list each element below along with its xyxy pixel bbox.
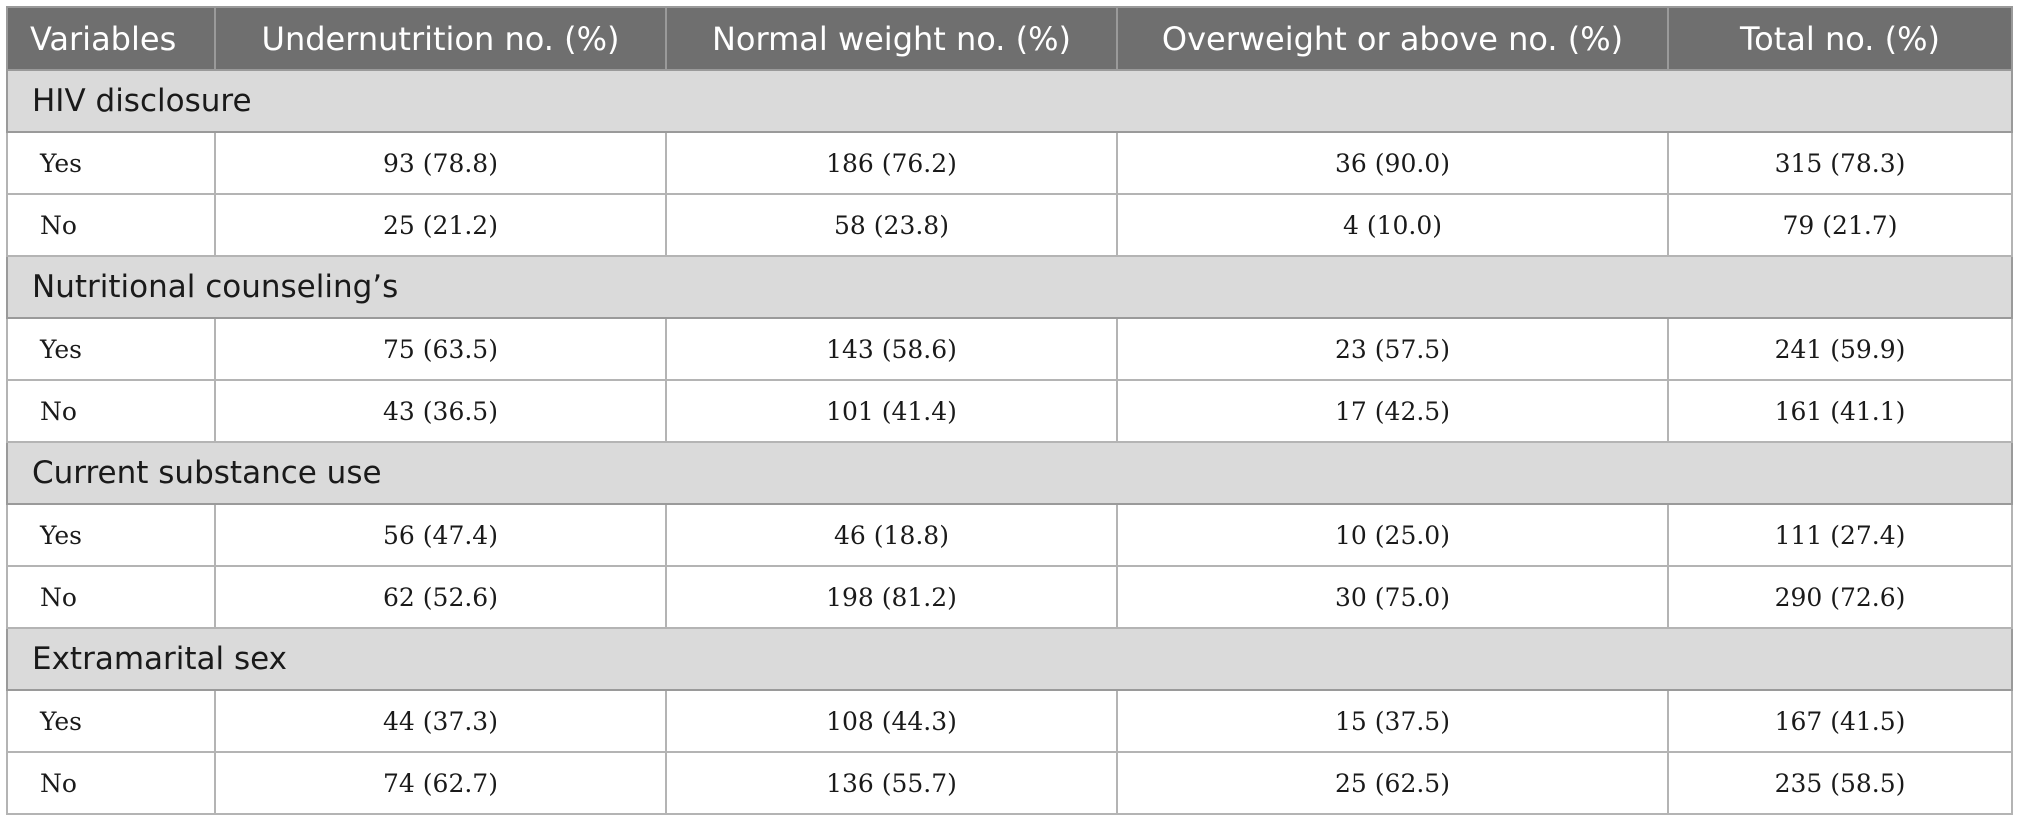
data-table: Variables Undernutrition no. (%) Normal … xyxy=(6,6,2013,815)
header-undernutrition: Undernutrition no. (%) xyxy=(214,6,667,71)
cell-normal-weight: 136 (55.7) xyxy=(665,751,1118,815)
cell-normal-weight: 46 (18.8) xyxy=(665,503,1118,567)
cell-normal-weight: 186 (76.2) xyxy=(665,131,1118,195)
cell-overweight: 10 (25.0) xyxy=(1116,503,1669,567)
section-title: Nutritional counseling’s xyxy=(6,255,2013,319)
table-row: No 62 (52.6) 198 (81.2) 30 (75.0) 290 (7… xyxy=(6,565,2013,629)
table-body: HIV disclosure Yes 93 (78.8) 186 (76.2) … xyxy=(6,69,2013,815)
row-label: No xyxy=(6,193,216,257)
cell-undernutrition: 44 (37.3) xyxy=(214,689,667,753)
row-label: Yes xyxy=(6,689,216,753)
header-variables: Variables xyxy=(6,6,216,71)
cell-overweight: 15 (37.5) xyxy=(1116,689,1669,753)
header-row: Variables Undernutrition no. (%) Normal … xyxy=(6,6,2013,71)
header-total: Total no. (%) xyxy=(1667,6,2013,71)
section-row-current-substance-use: Current substance use xyxy=(6,441,2013,505)
cell-undernutrition: 43 (36.5) xyxy=(214,379,667,443)
section-row-extramarital-sex: Extramarital sex xyxy=(6,627,2013,691)
cell-overweight: 30 (75.0) xyxy=(1116,565,1669,629)
table-row: No 25 (21.2) 58 (23.8) 4 (10.0) 79 (21.7… xyxy=(6,193,2013,257)
section-row-nutritional-counseling: Nutritional counseling’s xyxy=(6,255,2013,319)
section-title: Extramarital sex xyxy=(6,627,2013,691)
cell-total: 167 (41.5) xyxy=(1667,689,2013,753)
cell-total: 241 (59.9) xyxy=(1667,317,2013,381)
cell-undernutrition: 56 (47.4) xyxy=(214,503,667,567)
table-row: Yes 44 (37.3) 108 (44.3) 15 (37.5) 167 (… xyxy=(6,689,2013,753)
header-overweight: Overweight or above no. (%) xyxy=(1116,6,1669,71)
cell-total: 235 (58.5) xyxy=(1667,751,2013,815)
cell-normal-weight: 58 (23.8) xyxy=(665,193,1118,257)
cell-total: 315 (78.3) xyxy=(1667,131,2013,195)
cell-overweight: 23 (57.5) xyxy=(1116,317,1669,381)
cell-normal-weight: 101 (41.4) xyxy=(665,379,1118,443)
table-row: Yes 75 (63.5) 143 (58.6) 23 (57.5) 241 (… xyxy=(6,317,2013,381)
cell-normal-weight: 108 (44.3) xyxy=(665,689,1118,753)
row-label: No xyxy=(6,751,216,815)
cell-undernutrition: 62 (52.6) xyxy=(214,565,667,629)
cell-normal-weight: 198 (81.2) xyxy=(665,565,1118,629)
header-normal-weight: Normal weight no. (%) xyxy=(665,6,1118,71)
cell-overweight: 36 (90.0) xyxy=(1116,131,1669,195)
cell-undernutrition: 25 (21.2) xyxy=(214,193,667,257)
row-label: No xyxy=(6,379,216,443)
section-title: HIV disclosure xyxy=(6,69,2013,133)
cell-undernutrition: 93 (78.8) xyxy=(214,131,667,195)
cell-total: 290 (72.6) xyxy=(1667,565,2013,629)
row-label: Yes xyxy=(6,317,216,381)
table-row: Yes 56 (47.4) 46 (18.8) 10 (25.0) 111 (2… xyxy=(6,503,2013,567)
row-label: Yes xyxy=(6,503,216,567)
cell-total: 79 (21.7) xyxy=(1667,193,2013,257)
table-row: No 43 (36.5) 101 (41.4) 17 (42.5) 161 (4… xyxy=(6,379,2013,443)
section-title: Current substance use xyxy=(6,441,2013,505)
row-label: No xyxy=(6,565,216,629)
cell-overweight: 4 (10.0) xyxy=(1116,193,1669,257)
table-header: Variables Undernutrition no. (%) Normal … xyxy=(6,6,2013,71)
cell-total: 111 (27.4) xyxy=(1667,503,2013,567)
cell-undernutrition: 74 (62.7) xyxy=(214,751,667,815)
data-table-container: Variables Undernutrition no. (%) Normal … xyxy=(6,6,2013,815)
table-row: Yes 93 (78.8) 186 (76.2) 36 (90.0) 315 (… xyxy=(6,131,2013,195)
row-label: Yes xyxy=(6,131,216,195)
cell-undernutrition: 75 (63.5) xyxy=(214,317,667,381)
cell-total: 161 (41.1) xyxy=(1667,379,2013,443)
cell-overweight: 25 (62.5) xyxy=(1116,751,1669,815)
cell-overweight: 17 (42.5) xyxy=(1116,379,1669,443)
cell-normal-weight: 143 (58.6) xyxy=(665,317,1118,381)
table-row: No 74 (62.7) 136 (55.7) 25 (62.5) 235 (5… xyxy=(6,751,2013,815)
section-row-hiv-disclosure: HIV disclosure xyxy=(6,69,2013,133)
